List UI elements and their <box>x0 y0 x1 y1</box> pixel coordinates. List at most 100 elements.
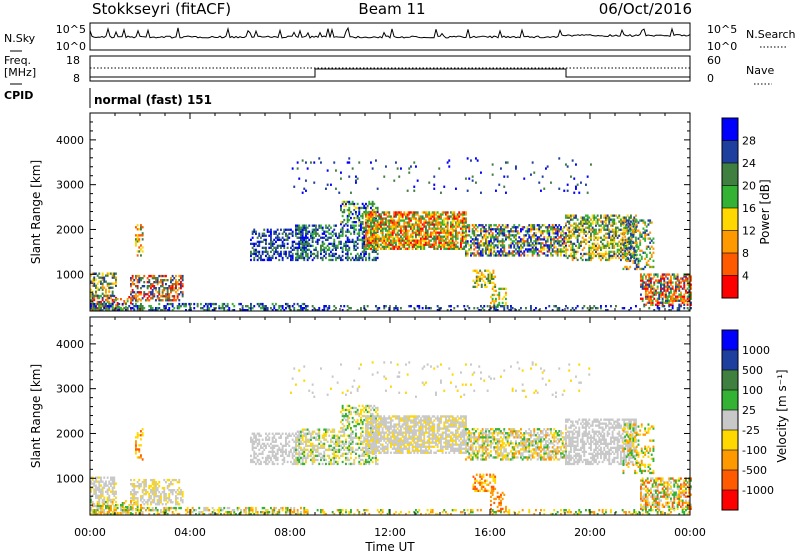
power-cell <box>102 285 104 287</box>
velocity-cell <box>153 501 155 503</box>
power-cell <box>615 231 617 233</box>
power-cell <box>353 231 355 233</box>
power-cell <box>585 215 587 217</box>
power-cell <box>290 233 292 235</box>
power-cell <box>322 227 324 229</box>
power-cell <box>393 213 395 215</box>
power-cell <box>408 219 410 221</box>
power-cell <box>375 213 377 215</box>
power-cell <box>300 253 302 255</box>
power-cell <box>670 292 672 294</box>
power-cell <box>633 223 635 225</box>
power-cell <box>452 232 454 234</box>
power-cell <box>578 235 580 237</box>
velocity-cell <box>158 497 160 499</box>
power-cell <box>323 243 325 245</box>
power-cell <box>393 240 395 242</box>
velocity-cell <box>95 491 97 493</box>
velocity-cell <box>140 485 142 487</box>
power-cell <box>275 241 277 243</box>
power-cell <box>143 293 145 295</box>
power-cell <box>550 238 552 240</box>
power-cell <box>633 256 635 258</box>
velocity-cell <box>145 501 147 503</box>
power-cell <box>380 228 382 230</box>
power-cell <box>580 257 582 259</box>
power-cell <box>503 240 505 242</box>
velocity-cell <box>125 500 127 502</box>
power-cell <box>622 241 624 243</box>
velocity-cell <box>145 481 147 483</box>
power-cell <box>168 287 170 289</box>
power-cell <box>533 224 535 226</box>
power-cell <box>497 226 499 228</box>
power-cell <box>660 290 662 292</box>
power-cell <box>563 236 565 238</box>
power-cell <box>680 277 682 279</box>
power-cell <box>570 235 572 237</box>
power-cell <box>338 241 340 243</box>
power-cell <box>522 228 524 230</box>
power-cell <box>315 229 317 231</box>
power-cell <box>510 305 512 307</box>
power-cell <box>683 288 685 290</box>
power-cell <box>638 264 640 266</box>
power-cell <box>375 259 377 261</box>
power-cell <box>433 230 435 232</box>
power-cell <box>523 242 525 244</box>
power-cell <box>172 303 174 305</box>
power-cell <box>618 241 620 243</box>
power-cell <box>667 284 669 286</box>
power-cell <box>687 279 689 281</box>
power-cell <box>535 244 537 246</box>
power-cell <box>157 283 159 285</box>
power-cell <box>152 289 154 291</box>
power-cell <box>515 165 517 167</box>
velocity-cell <box>130 479 132 481</box>
power-cell <box>347 221 349 223</box>
power-cell <box>510 252 512 254</box>
power-cell <box>577 239 579 241</box>
power-cell <box>297 249 299 251</box>
power-cell <box>665 275 667 277</box>
power-cell <box>425 221 427 223</box>
power-cell <box>145 293 147 295</box>
velocity-cell <box>170 491 172 493</box>
power-cell <box>305 190 307 192</box>
power-cell <box>353 259 355 261</box>
power-cell <box>382 234 384 236</box>
power-cell <box>398 225 400 227</box>
power-cell <box>533 252 535 254</box>
power-cell <box>105 299 107 301</box>
power-cell <box>340 172 342 174</box>
power-cell <box>537 248 539 250</box>
power-cell <box>420 219 422 221</box>
power-cell <box>453 236 455 238</box>
colorbar-tick-label: 8 <box>742 247 749 260</box>
power-cell <box>657 305 659 307</box>
power-cell <box>397 307 399 309</box>
power-cell <box>452 234 454 236</box>
power-cell <box>613 221 615 223</box>
power-cell <box>615 233 617 235</box>
power-cell <box>568 231 570 233</box>
power-cell <box>333 161 335 163</box>
power-cell <box>395 211 397 213</box>
power-cell <box>305 229 307 231</box>
power-cell <box>253 257 255 259</box>
power-cell <box>588 225 590 227</box>
power-cell <box>390 225 392 227</box>
power-cell <box>178 307 180 309</box>
power-cell <box>563 242 565 244</box>
power-cell <box>142 246 144 248</box>
velocity-cell <box>145 489 147 491</box>
power-cell <box>333 253 335 255</box>
power-cell <box>160 285 162 287</box>
power-cell <box>368 259 370 261</box>
velocity-cell <box>108 495 110 497</box>
power-cell <box>445 234 447 236</box>
power-cell <box>260 259 262 261</box>
power-cell <box>267 253 269 255</box>
power-cell <box>646 254 648 256</box>
power-cell <box>273 231 275 233</box>
